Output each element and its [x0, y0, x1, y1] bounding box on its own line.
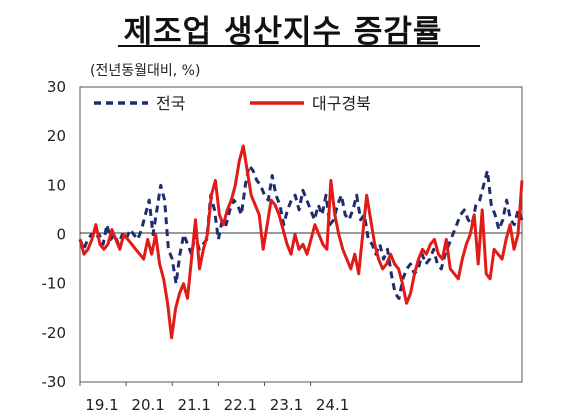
legend-label-1: 전국: [156, 94, 185, 113]
chart-title: 제조업 생산지수 증감률: [123, 14, 443, 50]
x-tick-label: 21.1: [178, 396, 211, 414]
legend: 전국 대구경북: [94, 94, 371, 113]
y-tick-label: 0: [56, 226, 66, 244]
y-tick-label: -30: [42, 373, 67, 391]
unit-label: (전년동월대비, %): [90, 63, 201, 79]
x-axis-ticks: 19.1 20.1 21.1 22.1 23.1 24.1: [79, 382, 349, 414]
y-tick-label: -20: [42, 324, 67, 342]
series-lines: [78, 144, 524, 340]
series-line-2: [78, 144, 524, 340]
y-tick-label: 30: [47, 78, 66, 96]
y-tick-label: 10: [47, 176, 66, 194]
y-tick-label: -10: [42, 275, 67, 293]
legend-label-2: 대구경북: [312, 94, 371, 113]
x-tick-label: 24.1: [316, 396, 349, 414]
x-tick-label: 20.1: [131, 396, 164, 414]
x-tick-label: 23.1: [270, 396, 303, 414]
plot-area-frame: [79, 86, 523, 383]
title-underline: [118, 45, 480, 47]
y-tick-label: 20: [47, 127, 66, 145]
x-tick-label: 22.1: [224, 396, 257, 414]
series-line-1: [78, 164, 524, 300]
y-axis-ticks: 30 20 10 0 -10 -20 -30: [42, 78, 67, 391]
x-tick-label: 19.1: [85, 396, 118, 414]
